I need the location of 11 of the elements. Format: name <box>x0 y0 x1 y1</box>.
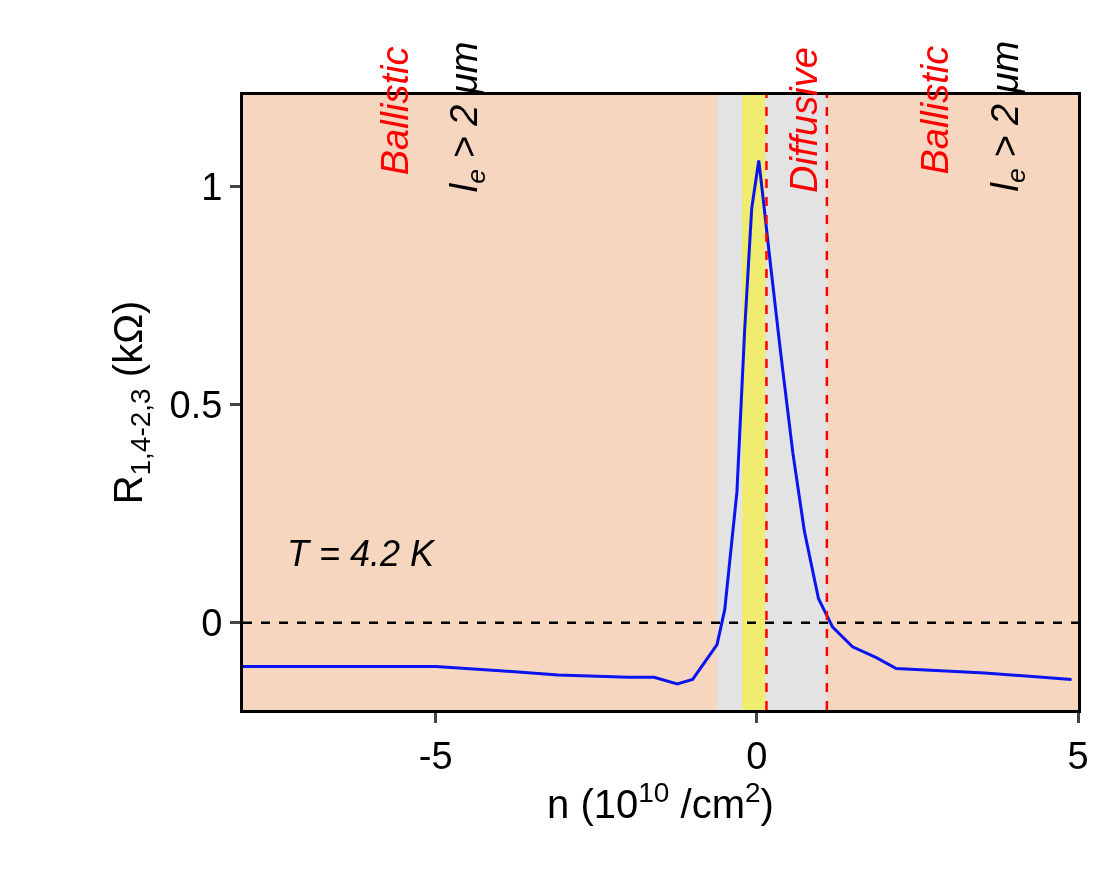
x-tick-label: 0 <box>746 734 768 777</box>
annotation: T = 4.2 K <box>287 533 437 574</box>
y-tick-label: 0 <box>201 602 223 645</box>
x-axis-title: n (10$^{10}$ /cm$^{2}$) <box>547 776 774 827</box>
annotation: Ballistic <box>913 45 956 175</box>
y-tick-label: 1 <box>201 165 223 208</box>
x-tick-label: 5 <box>1067 734 1089 777</box>
x-tick-label: -5 <box>418 734 453 777</box>
annotation: Ballistic <box>373 46 416 176</box>
y-tick-label: 0.5 <box>169 383 223 426</box>
annotation: Diffusive <box>782 47 825 193</box>
